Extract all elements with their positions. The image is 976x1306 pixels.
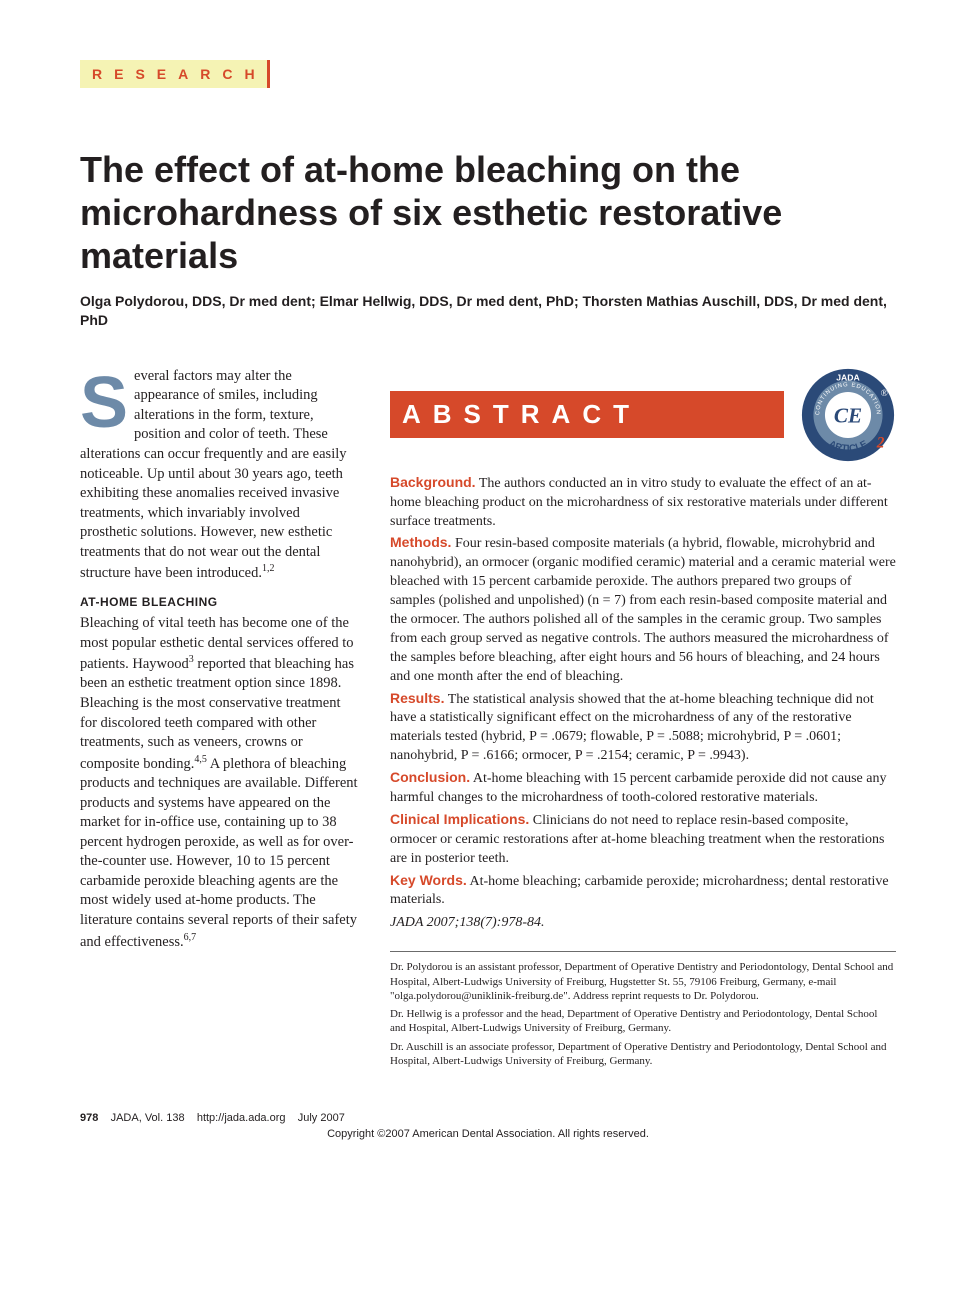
main-columns: Several factors may alter the appearance… (80, 367, 896, 1073)
abstract-label: Conclusion. (390, 769, 470, 785)
badge-number: 2 (876, 434, 885, 451)
abstract-text: The statistical analysis showed that the… (390, 692, 874, 764)
abstract-section: Methods. Four resin-based composite mate… (390, 533, 896, 686)
page-number: 978 (80, 1112, 98, 1124)
abstract-section: Results. The statistical analysis showed… (390, 689, 896, 767)
footer-date: July 2007 (298, 1112, 345, 1124)
abstract-banner: ABSTRACT (390, 391, 784, 438)
ce-badge-icon: JADA CE CONTINUING EDUCATION ARTICLE 2 ® (800, 367, 896, 463)
badge-ce-text: CE (834, 403, 862, 427)
abstract-label: Results. (390, 690, 444, 706)
affiliations-block: Dr. Polydorou is an assistant professor,… (390, 951, 896, 1068)
abstract-section: Conclusion. At-home bleaching with 15 pe… (390, 768, 896, 808)
footer-url: http://jada.ada.org (197, 1112, 286, 1124)
abstract-section: Key Words. At-home bleaching; carbamide … (390, 871, 896, 911)
abstract-body: Background. The authors conducted an in … (390, 473, 896, 933)
abstract-label: Methods. (390, 534, 451, 550)
affiliation-line: Dr. Auschill is an associate professor, … (390, 1040, 896, 1069)
footer-journal: JADA, Vol. 138 (111, 1112, 185, 1124)
abstract-column: ABSTRACT JADA CE CONTINUING EDUCATION AR… (390, 367, 896, 1073)
dropcap: S (80, 367, 134, 436)
citation-sup: 4,5 (194, 754, 207, 765)
abstract-label: Clinical Implications. (390, 811, 529, 827)
abstract-citation: JADA 2007;138(7):978-84. (390, 914, 896, 933)
page-footer: 978 JADA, Vol. 138 http://jada.ada.org J… (80, 1112, 896, 1140)
svg-text:®: ® (881, 388, 888, 399)
abstract-label: Key Words. (390, 872, 467, 888)
abstract-section: Background. The authors conducted an in … (390, 473, 896, 532)
intro-paragraph: Several factors may alter the appearance… (80, 367, 360, 584)
affiliation-line: Dr. Polydorou is an assistant professor,… (390, 960, 896, 1003)
badge-top-text: JADA (836, 372, 859, 382)
section-label: RESEARCH (80, 60, 270, 88)
citation-sup: 6,7 (184, 932, 197, 943)
body-text: A plethora of bleaching products and tec… (80, 756, 358, 950)
abstract-label: Background. (390, 474, 476, 490)
body-text: reported that bleaching has been an esth… (80, 656, 354, 772)
article-title: The effect of at-home bleaching on the m… (80, 148, 896, 278)
section-heading: AT-HOME BLEACHING (80, 594, 360, 610)
affiliation-line: Dr. Hellwig is a professor and the head,… (390, 1007, 896, 1036)
citation-sup: 1,2 (262, 563, 275, 574)
abstract-header: ABSTRACT JADA CE CONTINUING EDUCATION AR… (390, 367, 896, 463)
footer-copyright: Copyright ©2007 American Dental Associat… (80, 1128, 896, 1140)
abstract-text: Four resin-based composite materials (a … (390, 536, 896, 683)
body-paragraph: Bleaching of vital teeth has become one … (80, 614, 360, 952)
footer-meta: 978 JADA, Vol. 138 http://jada.ada.org J… (80, 1112, 896, 1124)
abstract-section: Clinical Implications. Clinicians do not… (390, 810, 896, 869)
authors-line: Olga Polydorou, DDS, Dr med dent; Elmar … (80, 292, 896, 331)
body-column: Several factors may alter the appearance… (80, 367, 360, 962)
